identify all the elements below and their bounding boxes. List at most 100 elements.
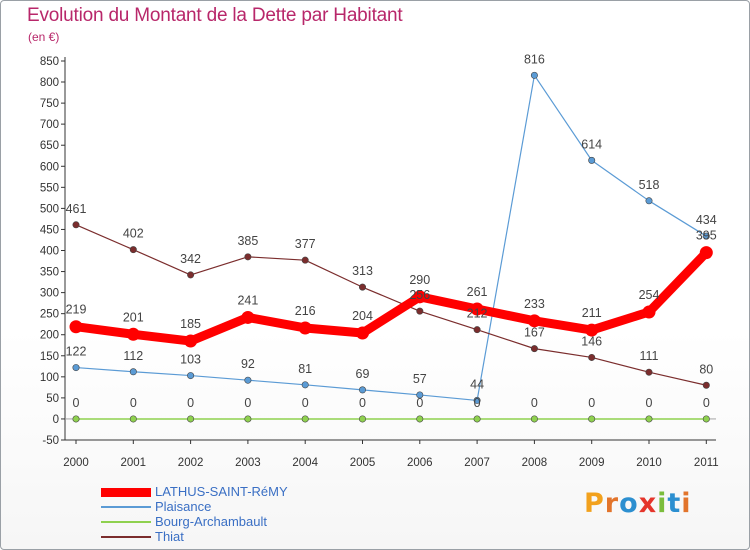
data-label: 112 bbox=[123, 349, 143, 363]
y-tick-label: 50 bbox=[46, 393, 59, 405]
data-point bbox=[645, 368, 653, 376]
data-label: 201 bbox=[123, 310, 144, 324]
data-point bbox=[530, 71, 538, 79]
chart-title: Evolution du Montant de la Dette par Hab… bbox=[27, 5, 403, 26]
data-point bbox=[702, 381, 710, 389]
data-label: 0 bbox=[73, 396, 80, 410]
data-point bbox=[301, 256, 309, 264]
data-label: 185 bbox=[180, 317, 201, 331]
data-label: 69 bbox=[356, 367, 370, 381]
logo-letter: i bbox=[681, 488, 692, 519]
data-point bbox=[473, 326, 481, 334]
data-label: 290 bbox=[409, 273, 430, 287]
data-point bbox=[473, 396, 481, 404]
x-tick-label: 2008 bbox=[522, 457, 548, 469]
data-point bbox=[72, 221, 80, 229]
data-label: 204 bbox=[352, 309, 373, 323]
data-point bbox=[473, 415, 481, 423]
data-label: 0 bbox=[416, 396, 423, 410]
data-point bbox=[126, 327, 140, 341]
data-point bbox=[585, 323, 599, 337]
series-line-0 bbox=[71, 248, 711, 346]
y-tick-label: 550 bbox=[40, 182, 59, 194]
data-point bbox=[187, 372, 195, 380]
data-label: 0 bbox=[588, 396, 595, 410]
data-point bbox=[702, 232, 710, 240]
data-label: 816 bbox=[524, 52, 545, 66]
data-label: 461 bbox=[66, 202, 87, 216]
data-point bbox=[72, 364, 80, 372]
data-label: 0 bbox=[474, 396, 481, 410]
data-label: 103 bbox=[180, 353, 201, 367]
x-tick-label: 2002 bbox=[178, 457, 204, 469]
logo-letter: o bbox=[619, 488, 639, 519]
data-point bbox=[645, 197, 653, 205]
data-label: 377 bbox=[295, 237, 316, 251]
data-point bbox=[527, 314, 541, 328]
data-point bbox=[416, 307, 424, 315]
logo-letter: r bbox=[604, 488, 620, 519]
legend-label-thiat: Thiat bbox=[155, 529, 184, 544]
y-tick-label: 700 bbox=[40, 119, 59, 131]
legend-swatch-plaisance bbox=[101, 506, 151, 508]
data-point bbox=[187, 271, 195, 279]
data-point bbox=[358, 283, 366, 291]
chart-unit-label: (en €) bbox=[28, 30, 60, 44]
legend-swatch-thiat bbox=[101, 536, 151, 538]
data-label: 0 bbox=[187, 396, 194, 410]
data-point bbox=[530, 415, 538, 423]
data-point bbox=[244, 253, 252, 261]
data-label: 216 bbox=[295, 304, 316, 318]
data-label: 212 bbox=[467, 307, 488, 321]
series-line-1 bbox=[75, 74, 707, 402]
data-point bbox=[588, 415, 596, 423]
data-point bbox=[301, 381, 309, 389]
data-label: 254 bbox=[639, 288, 660, 302]
data-point bbox=[530, 345, 538, 353]
data-point bbox=[356, 326, 369, 340]
data-point bbox=[358, 415, 366, 423]
data-label: 92 bbox=[241, 357, 255, 371]
legend-swatch-lathus bbox=[101, 488, 151, 497]
x-tick-label: 2007 bbox=[464, 457, 490, 469]
data-point bbox=[416, 391, 424, 399]
data-label: 0 bbox=[703, 396, 710, 410]
data-point bbox=[588, 156, 596, 164]
data-label: 0 bbox=[244, 396, 251, 410]
data-label: 146 bbox=[581, 334, 602, 348]
data-label: 385 bbox=[237, 234, 258, 248]
data-point bbox=[702, 415, 710, 423]
data-label: 261 bbox=[467, 285, 488, 299]
data-label: 313 bbox=[352, 264, 373, 278]
x-tick-label: 2005 bbox=[350, 457, 376, 469]
x-tick-label: 2009 bbox=[579, 457, 605, 469]
data-label: 256 bbox=[409, 288, 430, 302]
data-label: 167 bbox=[524, 326, 545, 340]
data-label: 219 bbox=[66, 303, 87, 317]
y-tick-label: 600 bbox=[40, 161, 59, 173]
y-tick-label: 750 bbox=[40, 98, 59, 110]
y-tick-label: 200 bbox=[40, 330, 59, 342]
data-label: 80 bbox=[699, 362, 713, 376]
data-point bbox=[187, 415, 195, 423]
data-label: 395 bbox=[696, 229, 717, 243]
x-tick-label: 2004 bbox=[292, 457, 318, 469]
y-tick-label: 150 bbox=[40, 351, 59, 363]
data-label: 342 bbox=[180, 252, 201, 266]
x-tick-label: 2001 bbox=[121, 457, 147, 469]
logo-letter: t bbox=[667, 488, 682, 519]
data-point bbox=[699, 246, 713, 260]
data-label: 434 bbox=[696, 213, 717, 227]
y-tick-label: 800 bbox=[40, 77, 59, 89]
y-tick-label: 100 bbox=[40, 372, 59, 384]
data-label: 241 bbox=[237, 293, 258, 307]
data-label: 0 bbox=[359, 396, 366, 410]
x-tick-label: 2000 bbox=[63, 457, 89, 469]
data-point bbox=[129, 368, 137, 376]
data-label: 81 bbox=[298, 362, 312, 376]
data-point bbox=[470, 302, 484, 316]
data-label: 0 bbox=[531, 396, 538, 410]
data-point bbox=[129, 415, 137, 423]
